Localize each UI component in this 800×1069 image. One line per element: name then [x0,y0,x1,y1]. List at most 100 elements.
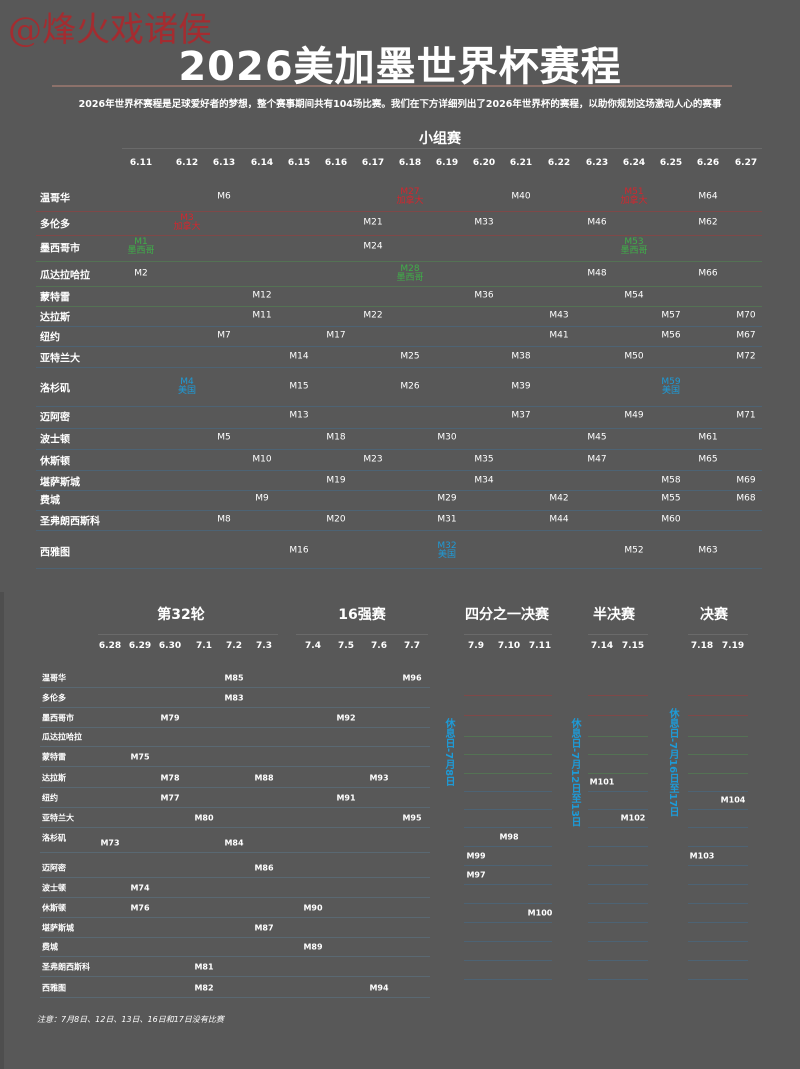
stage-title: 决赛 [700,607,728,623]
stage-rule [296,634,428,635]
match-m73: M73 [100,838,120,848]
match-m92: M92 [336,713,356,723]
date-label: 7.18 [690,641,714,651]
match-m9: M9 [255,494,269,504]
date-label: 6.24 [622,158,646,168]
match-id: M47 [587,454,607,465]
city-label: 瓜达拉哈拉 [40,270,90,282]
match-m25: M25 [400,352,419,362]
match-m4: M4 美国 [178,378,196,396]
match-id: M57 [661,310,681,321]
row-divider [688,827,748,828]
stage-title: 四分之一决赛 [465,607,549,623]
match-m22: M22 [363,311,382,321]
match-m56: M56 [661,330,681,341]
match-id: M56 [661,330,681,341]
city-label: 波士顿 [42,883,66,893]
date-label: 7.6 [371,641,387,651]
city-label: 费城 [40,495,60,507]
match-id: M8 [217,514,231,525]
match-m98: M98 [499,832,519,842]
match-id: M39 [511,381,531,392]
match-m94: M94 [369,983,389,993]
match-id: M35 [474,454,494,465]
host-team: 加拿大 [396,196,424,206]
match-m8: M8 [217,514,231,525]
city-label: 波士顿 [40,434,70,446]
row-divider [464,827,552,828]
row-divider [40,727,430,728]
row-divider [464,754,552,755]
row-divider [36,568,762,569]
city-label: 多伦多 [40,219,70,231]
match-m43: M43 [549,311,568,321]
city-label: 堪萨斯城 [40,477,80,489]
row-divider [464,979,552,980]
row-divider [40,937,430,938]
match-m80: M80 [194,813,214,823]
match-m83: M83 [224,693,244,703]
match-m61: M61 [698,433,717,443]
date-label: 6.27 [734,158,758,168]
city-label: 休斯顿 [40,456,70,468]
date-label: 6.28 [98,641,122,651]
match-id: M58 [661,475,681,486]
stage-rule [688,634,748,635]
city-label: 西雅图 [42,983,66,993]
date-label: 6.18 [398,158,422,168]
row-divider [36,449,762,450]
row-divider [588,903,648,904]
row-divider [36,530,762,531]
match-m24: M24 [363,242,382,252]
subtitle: 2026年世界杯赛程是足球爱好者的梦想，整个赛事期间共有104场比赛。我们在下方… [78,99,722,110]
match-m53: M53 墨西哥 [620,238,647,256]
match-m3: M3 加拿大 [173,214,200,232]
date-label: 7.2 [226,641,242,651]
date-label: 6.30 [158,641,182,651]
match-m99: M99 [466,851,486,861]
row-divider [464,791,552,792]
title-divider [52,85,732,87]
match-m49: M49 [624,411,643,421]
row-divider [40,746,430,747]
match-m17: M17 [326,331,345,341]
section-edge [0,592,4,1069]
match-m89: M89 [303,942,323,952]
row-divider [588,884,648,885]
host-team: 墨西哥 [620,246,648,256]
match-id: M30 [437,432,457,443]
match-m38: M38 [511,352,530,362]
row-divider [40,917,430,918]
match-id: M13 [289,410,309,421]
match-id: M5 [217,432,231,443]
city-label: 西雅图 [40,547,70,559]
city-label: 堪萨斯城 [42,923,74,933]
date-label: 7.9 [468,641,484,651]
match-id: M37 [511,410,531,421]
match-id: M27 [400,187,420,197]
match-m51: M51 加拿大 [620,188,647,206]
match-id: M60 [661,514,681,525]
match-m31: M31 [437,515,456,525]
row-divider [36,367,762,368]
match-m62: M62 [698,218,717,228]
date-label: 7.1 [196,641,212,651]
match-m91: M91 [336,793,356,803]
match-m81: M81 [194,962,214,972]
match-m46: M46 [587,218,606,228]
match-id: M1 [134,237,148,247]
match-m84: M84 [224,838,244,848]
match-id: M40 [511,191,531,202]
rest-day-label: 休息日-7月8日 [443,718,454,787]
city-label: 费城 [42,942,58,952]
match-m16: M16 [289,546,308,556]
match-m32: M32 美国 [437,542,456,560]
match-m21: M21 [363,218,382,228]
match-m45: M45 [587,433,606,443]
date-label: 6.25 [659,158,683,168]
match-id: M67 [736,330,756,341]
row-divider [464,922,552,923]
row-divider [688,865,748,866]
row-divider [588,695,648,696]
match-m104: M104 [720,795,746,805]
